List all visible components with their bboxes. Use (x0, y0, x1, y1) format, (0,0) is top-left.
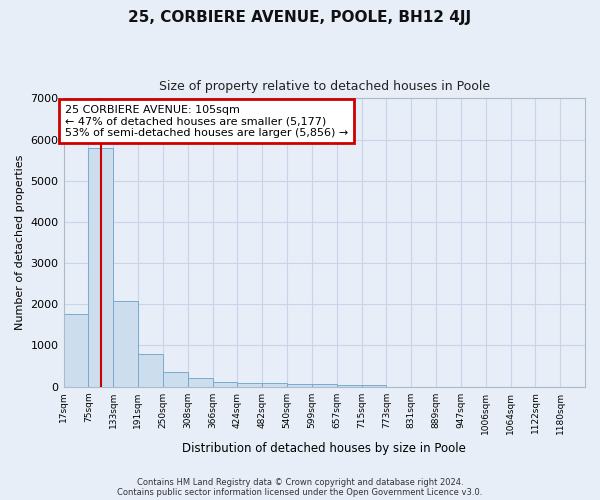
Bar (64, 314, 88, 386)
Bar (337, 385, 362, 386)
X-axis label: Distribution of detached houses by size in Poole: Distribution of detached houses by size … (182, 442, 466, 455)
Text: 25 CORBIERE AVENUE: 105sqm
← 47% of detached houses are smaller (5,177)
53% of s: 25 CORBIERE AVENUE: 105sqm ← 47% of deta… (65, 104, 348, 138)
Bar (262, 383, 287, 386)
Bar (113, 301, 138, 386)
Bar (88, 148, 113, 386)
Bar (287, 384, 312, 386)
Bar (238, 382, 262, 386)
Bar (212, 382, 238, 386)
Bar (312, 384, 337, 386)
Bar (163, 372, 188, 386)
Bar (188, 378, 212, 386)
Y-axis label: Number of detached properties: Number of detached properties (15, 155, 25, 330)
Text: 25, CORBIERE AVENUE, POOLE, BH12 4JJ: 25, CORBIERE AVENUE, POOLE, BH12 4JJ (128, 10, 472, 25)
Bar (138, 354, 163, 386)
Text: Contains HM Land Registry data © Crown copyright and database right 2024.
Contai: Contains HM Land Registry data © Crown c… (118, 478, 482, 497)
Title: Size of property relative to detached houses in Poole: Size of property relative to detached ho… (159, 80, 490, 93)
